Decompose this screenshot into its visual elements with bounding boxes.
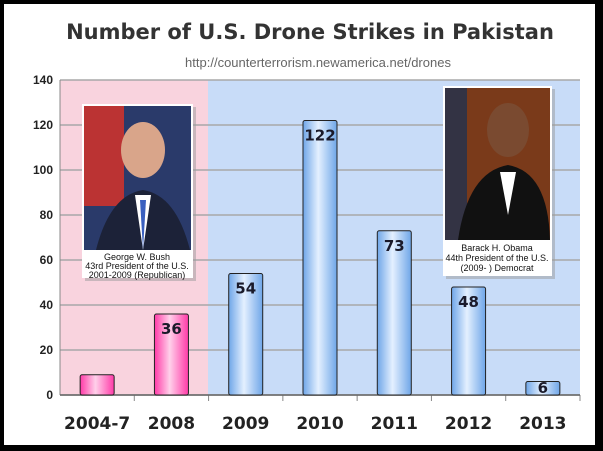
chart-title: Number of U.S. Drone Strikes in Pakistan	[66, 20, 554, 44]
data-label: 36	[161, 320, 182, 338]
y-tick-label: 60	[40, 253, 54, 267]
obama-caption-line-3: (2009- ) Democrat	[460, 263, 534, 273]
bar-2012	[451, 286, 487, 396]
x-tick-label: 2012	[445, 414, 492, 434]
x-tick-label: 2013	[519, 414, 566, 434]
chart-subtitle: http://counterterrorism.newamerica.net/d…	[185, 55, 451, 70]
y-tick-label: 0	[46, 388, 53, 402]
bar-2004-7	[79, 374, 115, 396]
bush-caption-line-1: George W. Bush	[104, 252, 170, 262]
data-label: 122	[304, 127, 335, 145]
data-label: 6	[538, 379, 548, 397]
bar-2011	[376, 230, 412, 396]
bar-2010	[302, 120, 338, 396]
x-tick-label: 2009	[222, 414, 269, 434]
x-tick-label: 2004-7	[64, 414, 130, 434]
y-tick-label: 80	[40, 208, 54, 222]
x-tick-label: 2010	[296, 414, 343, 434]
y-tick-label: 140	[33, 73, 53, 87]
y-tick-label: 120	[33, 118, 53, 132]
bar-2009	[228, 273, 264, 396]
bar-2008	[153, 313, 189, 396]
bush-caption-line-2: 43rd President of the U.S.	[85, 261, 189, 271]
y-tick-label: 40	[40, 298, 54, 312]
data-label: 48	[458, 293, 479, 311]
data-label: 54	[235, 280, 256, 298]
bush-photo: George W. Bush 43rd President of the U.S…	[82, 104, 196, 281]
y-tick-label: 20	[40, 343, 54, 357]
data-label: 73	[384, 237, 405, 255]
bush-caption-line-3: 2001-2009 (Republican)	[89, 270, 186, 280]
y-tick-label: 100	[33, 163, 53, 177]
obama-caption-line-1: Barack H. Obama	[461, 243, 533, 253]
obama-caption-line-2: 44th President of the U.S.	[445, 253, 548, 263]
obama-photo: Barack H. Obama 44th President of the U.…	[443, 86, 555, 279]
x-tick-label: 2011	[371, 414, 418, 434]
x-tick-label: 2008	[148, 414, 195, 434]
bar-2013	[525, 381, 561, 396]
